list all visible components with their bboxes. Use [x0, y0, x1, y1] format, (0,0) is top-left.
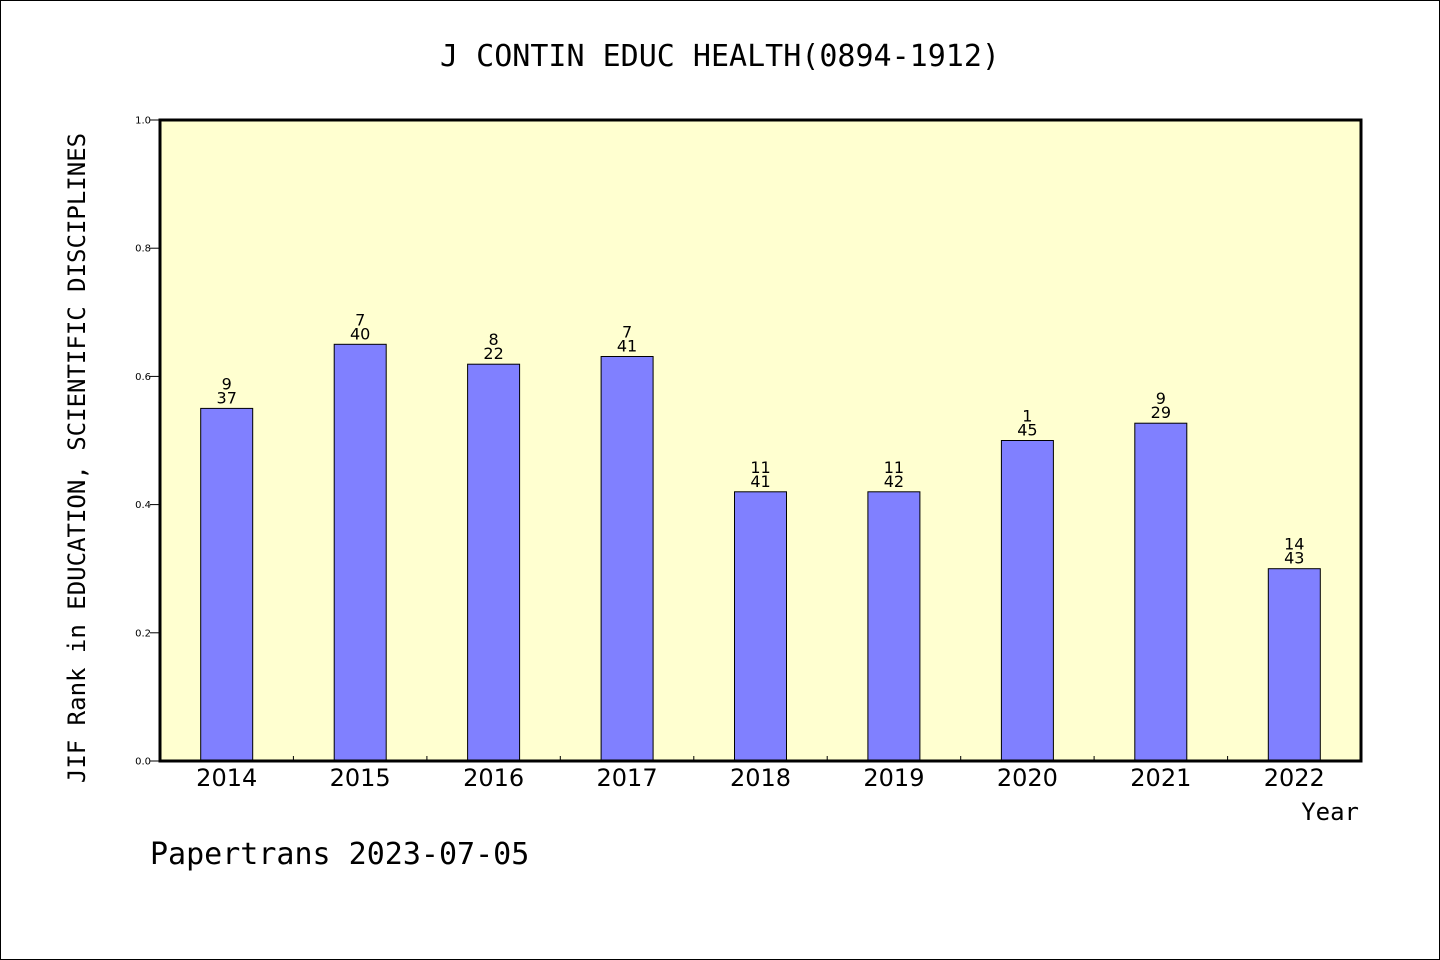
bar-label-bottom-2016: 22 [483, 344, 503, 363]
bar-label-bottom-2020: 45 [1017, 421, 1037, 440]
x-tick-label-2015: 2015 [330, 764, 391, 792]
bar-label-top-2015: 7 [355, 310, 365, 329]
x-tick-label-2020: 2020 [997, 764, 1058, 792]
bar-2015 [333, 343, 387, 762]
footer-credit: Papertrans 2023-07-05 [150, 837, 529, 872]
bar-label-top-2017: 7 [622, 323, 632, 342]
bar-label-top-2016: 8 [489, 330, 499, 349]
x-tick-label-2021: 2021 [1130, 764, 1191, 792]
bars [200, 343, 1321, 762]
bar-label-bottom-2017: 41 [617, 337, 637, 356]
y-tick-label-0.4: 0.4 [135, 500, 151, 511]
bar-label-top-2018: 11 [750, 458, 770, 477]
bar-label-bottom-2018: 41 [750, 472, 770, 491]
bar-2022 [1267, 568, 1321, 762]
y-tick-label-0.2: 0.2 [135, 628, 151, 639]
y-tick-label-0.8: 0.8 [135, 244, 151, 255]
chart-title: J CONTIN EDUC HEALTH(0894-1912) [440, 39, 1000, 74]
bar-label-top-2014: 9 [222, 374, 232, 393]
bar-2021 [1134, 422, 1188, 762]
bar-2017 [600, 356, 654, 762]
bar-label-bottom-2019: 42 [884, 472, 904, 491]
y-tick-label-0.0: 0.0 [135, 757, 151, 768]
bar-label-bottom-2015: 40 [350, 324, 370, 343]
bar-label-bottom-2021: 29 [1151, 403, 1171, 422]
bar-2018 [734, 491, 787, 762]
x-tick-label-2018: 2018 [730, 764, 791, 792]
y-axis-label: JIF Rank in EDUCATION, SCIENTIFIC DISCIP… [63, 133, 91, 783]
x-tick-label-2022: 2022 [1264, 764, 1325, 792]
x-axis-label: Year [1301, 798, 1359, 826]
plot-border [158, 118, 1363, 763]
bar-label-top-2021: 9 [1156, 389, 1166, 408]
bar-2020 [1000, 440, 1054, 762]
x-tick-label-2014: 2014 [196, 764, 257, 792]
bar-label-top-2020: 1 [1022, 407, 1032, 426]
x-tick-label-2016: 2016 [463, 764, 524, 792]
bar-2019 [867, 491, 921, 762]
x-tick-label-2017: 2017 [597, 764, 658, 792]
bar-2016 [467, 363, 521, 762]
x-tick-label-2019: 2019 [863, 764, 924, 792]
bar-label-top-2022: 14 [1284, 535, 1304, 554]
y-tick-labels: 0.0 0.2 0.4 0.6 0.8 1.0 [135, 116, 151, 768]
y-tick-label-1.0: 1.0 [135, 116, 151, 127]
bar-label-bottom-2014: 37 [217, 388, 237, 407]
bar-label-bottom-2022: 43 [1284, 549, 1304, 568]
x-tick-labels: 2014 2015 2016 2017 2018 2019 2020 2021 2022 [196, 764, 1325, 792]
bar-label-top-2019: 11 [884, 458, 904, 477]
bar-2014 [200, 407, 254, 762]
y-tick-label-0.6: 0.6 [135, 372, 151, 383]
